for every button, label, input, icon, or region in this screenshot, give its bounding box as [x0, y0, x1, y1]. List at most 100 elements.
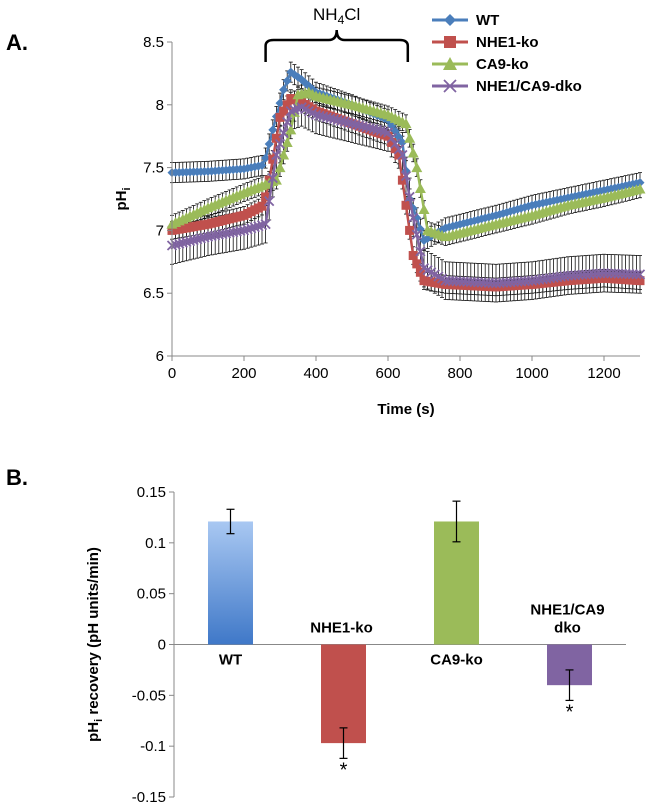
x-tick-label: 1000	[515, 365, 548, 382]
significance-marker: *	[566, 701, 574, 723]
data-point	[401, 200, 411, 210]
data-point	[282, 100, 292, 110]
data-point	[279, 85, 289, 95]
x-tick-label: 600	[375, 365, 400, 382]
data-point	[285, 124, 297, 135]
y-tick-label: 0.15	[137, 484, 166, 501]
y-tick-label: 6	[156, 348, 164, 365]
legend-item: NHE1/CA9-dko	[432, 78, 582, 95]
legend-item: WT	[432, 12, 499, 29]
data-point	[264, 195, 275, 207]
x-tick-label: 800	[447, 365, 472, 382]
data-point	[260, 218, 271, 230]
panel-b-label: B.	[6, 465, 28, 490]
data-point	[267, 172, 278, 184]
bar	[208, 521, 253, 645]
category-label: WT	[219, 652, 242, 669]
tick-labels: -0.15 -0.1 -0.05 0 0.05 0.1 0.15	[132, 484, 166, 806]
data-point	[256, 220, 268, 231]
series-3	[166, 102, 646, 289]
data-point	[390, 144, 400, 154]
x-tick-label: 0	[168, 365, 176, 382]
bars: **	[208, 500, 592, 781]
data-point	[400, 170, 412, 182]
data-point	[634, 183, 646, 194]
data-point	[418, 203, 430, 214]
data-point	[257, 160, 267, 170]
y-tick-label: 7.5	[143, 160, 164, 177]
data-point	[400, 118, 412, 129]
data-point	[238, 225, 250, 236]
y-axis-title-main: pH	[85, 722, 102, 742]
y-axis-title-main: pH	[113, 191, 130, 211]
annotation-label: NH4Cl	[313, 5, 360, 27]
data-point	[408, 251, 418, 261]
data-point	[271, 133, 281, 143]
y-tick-label: 0.1	[145, 535, 166, 552]
data-point	[261, 153, 271, 163]
y-tick-label: 8	[156, 97, 164, 114]
x-tick-label: 400	[303, 365, 328, 382]
data-point	[634, 269, 646, 280]
category-label: dko	[554, 620, 581, 637]
series-lines	[166, 67, 646, 292]
y-tick-label: -0.1	[140, 738, 166, 755]
data-point	[631, 269, 642, 280]
data-point	[270, 174, 282, 185]
annotation-bracket	[264, 29, 410, 62]
y-tick-label: 6.5	[143, 285, 164, 302]
data-point	[278, 127, 289, 139]
y-axis-title-tail: recovery (pH units/min)	[85, 547, 102, 719]
y-axis-title-subscript: i	[93, 719, 105, 722]
legend-item: NHE1-ko	[432, 34, 539, 51]
data-point	[268, 125, 278, 135]
legend-label: NHE1-ko	[476, 34, 539, 51]
data-point	[274, 138, 286, 150]
data-point	[282, 76, 292, 86]
data-point	[281, 136, 293, 147]
legend-label: CA9-ko	[476, 56, 529, 73]
data-point	[390, 138, 401, 149]
data-point	[412, 259, 422, 269]
y-tick-label: 0	[158, 637, 166, 654]
legend: WT NHE1-ko CA9-ko NHE1/CA9-dko	[432, 12, 582, 95]
legend-label: NHE1/CA9-dko	[476, 78, 582, 95]
data-point	[444, 14, 456, 26]
data-point	[444, 36, 456, 48]
data-point	[264, 139, 274, 149]
bar	[321, 644, 366, 744]
y-axis-title: pHi	[113, 187, 133, 210]
data-point	[407, 147, 419, 158]
data-point	[415, 224, 425, 234]
data-point	[404, 132, 416, 143]
legend-label: WT	[476, 12, 499, 29]
data-point	[394, 150, 404, 160]
data-point	[275, 112, 285, 122]
data-point	[275, 98, 285, 108]
data-point	[394, 132, 404, 142]
data-point	[390, 126, 400, 136]
data-point	[408, 212, 419, 223]
data-point	[635, 276, 645, 286]
panel-a-line-chart: 6 6.5 7 7.5 8 8.5 0 200 400 600 800 1000 1200 Time (…	[113, 5, 646, 418]
data-point	[404, 191, 415, 203]
data-point	[443, 57, 457, 70]
y-tick-label: 8.5	[143, 34, 164, 51]
data-point	[415, 246, 426, 257]
data-point	[279, 106, 289, 116]
series-2	[166, 86, 646, 242]
y-tick-label: -0.05	[132, 687, 166, 704]
data-point	[271, 149, 282, 161]
data-point	[397, 149, 408, 161]
data-point	[242, 224, 253, 235]
data-point	[386, 132, 397, 144]
data-point	[253, 221, 264, 232]
data-point	[249, 222, 260, 233]
data-point	[414, 183, 426, 194]
axes	[167, 41, 640, 361]
data-point	[278, 149, 290, 160]
data-point	[257, 201, 267, 211]
y-tick-label: -0.15	[132, 789, 166, 806]
